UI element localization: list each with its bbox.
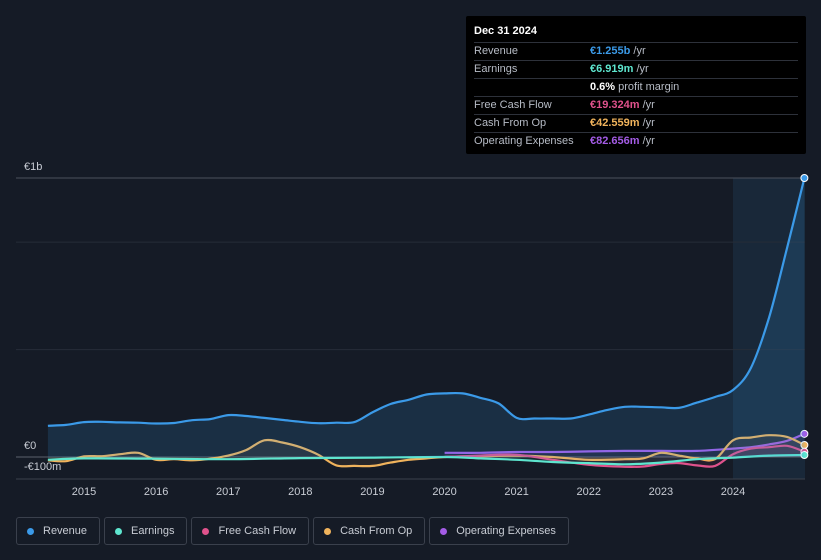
legend-label: Cash From Op (340, 525, 413, 537)
y-axis-label-zero: €0 (24, 440, 36, 452)
tooltip-row: Operating Expenses €82.656m /yr (474, 133, 798, 150)
legend-dot-icon (27, 527, 34, 535)
tooltip-value-number: 0.6% (590, 81, 616, 93)
tooltip-row: 0.6% profit margin (474, 79, 798, 97)
tooltip-date: Dec 31 2024 (474, 24, 798, 43)
tooltip-value-unit: /yr (639, 135, 655, 147)
tooltip-value-number: €82.656m (590, 135, 640, 147)
legend-label: Operating Expenses (456, 525, 556, 537)
tooltip-value-number: €42.559m (590, 117, 640, 129)
series-area-free-cash-flow (444, 445, 805, 467)
tooltip-value-unit: /yr (633, 63, 649, 75)
x-axis-tick-label: 2016 (144, 486, 168, 498)
tooltip-label: Cash From Op (474, 117, 547, 129)
x-axis-tick-label: 2015 (72, 486, 96, 498)
series-line-earnings[interactable] (47, 453, 805, 466)
legend-item-revenue[interactable]: Revenue (16, 517, 101, 545)
tooltip-label: Earnings (474, 63, 518, 75)
chart-legend: Revenue Earnings Free Cash Flow Cash From O… (16, 517, 569, 547)
y-axis-label-top: €1b (24, 161, 42, 173)
legend-dot-icon (324, 527, 332, 535)
x-axis-tick-label: 2023 (649, 486, 673, 498)
legend-item-earnings[interactable]: Earnings (104, 517, 188, 545)
series-line-operating-expenses[interactable] (444, 432, 805, 454)
tooltip-value-number: €6.919m (590, 63, 634, 75)
tooltip-value: €19.324m /yr (590, 97, 655, 114)
x-axis-tick-label: 2020 (432, 486, 456, 498)
tooltip-value-unit: profit margin (615, 81, 680, 93)
tooltip-row: Revenue €1.255b /yr (474, 43, 798, 61)
x-axis-tick-label: 2019 (360, 486, 384, 498)
tooltip-value-unit: /yr (639, 99, 655, 111)
tooltip-row: Free Cash Flow €19.324m /yr (474, 97, 798, 115)
tooltip-label: Operating Expenses (474, 135, 574, 147)
legend-dot-icon (440, 527, 448, 535)
series-endpoint-operating-expenses[interactable] (800, 429, 809, 438)
tooltip-value: €1.255b /yr (590, 43, 646, 60)
series-line-free-cash-flow[interactable] (444, 444, 805, 469)
legend-item-operating-expenses[interactable]: Operating Expenses (429, 517, 569, 545)
tooltip-value: €82.656m /yr (590, 133, 655, 150)
tooltip-label: Free Cash Flow (474, 99, 552, 111)
legend-label: Revenue (43, 525, 88, 537)
tooltip-value-unit: /yr (639, 117, 655, 129)
series-area-earnings (47, 455, 805, 465)
tooltip-row: Earnings €6.919m /yr (474, 61, 798, 79)
x-axis-tick-label: 2017 (216, 486, 240, 498)
x-axis-tick-label: 2024 (721, 486, 745, 498)
tooltip-value-number: €19.324m (590, 99, 640, 111)
legend-label: Earnings (131, 525, 175, 537)
x-axis-tick-label: 2021 (504, 486, 528, 498)
legend-label: Free Cash Flow (218, 525, 297, 537)
legend-item-free-cash-flow[interactable]: Free Cash Flow (191, 517, 310, 545)
tooltip-label: Revenue (474, 45, 519, 57)
chart-area: 2015 2016 2017 2018 2019 2020 2021 2022 2023 2024… (16, 161, 809, 498)
tooltip-row: Cash From Op €42.559m /yr (474, 115, 798, 133)
data-tooltip: Dec 31 2024 Revenue €1.255b /yr Earnings €6… (466, 16, 806, 154)
legend-dot-icon (202, 527, 210, 535)
tooltip-value: 0.6% profit margin (590, 79, 679, 96)
x-axis-tick-label: 2018 (288, 486, 312, 498)
series-area-revenue (47, 178, 805, 457)
legend-item-cash-from-op[interactable]: Cash From Op (313, 517, 426, 545)
tooltip-value: €42.559m /yr (590, 115, 655, 132)
x-axis-tick-label: 2022 (577, 486, 601, 498)
series-endpoint-earnings[interactable] (800, 451, 809, 460)
tooltip-value-unit: /yr (630, 45, 646, 57)
series-line-revenue[interactable] (47, 177, 806, 427)
tooltip-value-number: €1.255b (590, 45, 631, 57)
series-area-operating-expenses (444, 433, 805, 457)
y-axis-label-bottom: -€100m (24, 461, 61, 473)
tooltip-value: €6.919m /yr (590, 61, 649, 78)
legend-dot-icon (115, 527, 123, 535)
series-endpoint-revenue[interactable] (800, 174, 809, 182)
